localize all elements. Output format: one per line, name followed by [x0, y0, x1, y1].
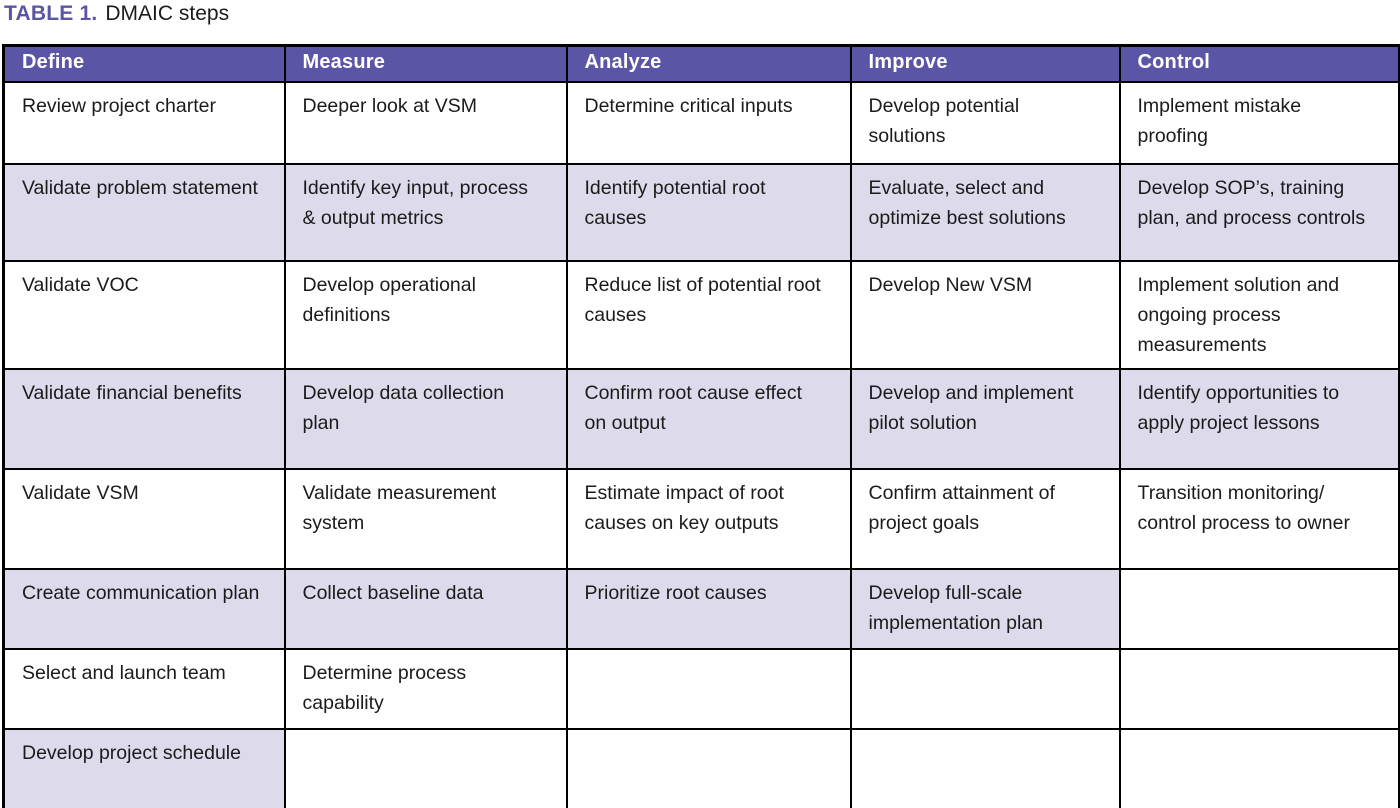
column-header-control: Control: [1118, 44, 1400, 83]
table-row: Select and launch team Determine process …: [2, 647, 1400, 730]
table-cell: [849, 727, 1121, 808]
table-cell: Validate financial benefits: [2, 367, 286, 470]
column-header-measure: Measure: [283, 44, 568, 83]
table-row: Validate VOC Develop operational definiti…: [2, 259, 1400, 370]
table-cell: Develop project schedule: [2, 727, 286, 808]
dmaic-table-body: Review project charter Deeper look at VSM…: [2, 80, 1400, 808]
table-cell: Implement solution and ongoing process m…: [1118, 259, 1400, 370]
column-header-analyze: Analyze: [565, 44, 852, 83]
table-row: Validate financial benefits Develop data …: [2, 367, 1400, 470]
table-cell: Determine critical inputs: [565, 80, 852, 165]
table-cell: Identify potential root causes: [565, 162, 852, 262]
table-cell: Implement mistake proofing: [1118, 80, 1400, 165]
table-number-label: TABLE 1.: [4, 2, 98, 25]
table-cell: [1118, 647, 1400, 730]
table-cell: Validate VSM: [2, 467, 286, 570]
table-cell: Confirm attainment of project goals: [849, 467, 1121, 570]
table-cell: Identify opportunities to apply project …: [1118, 367, 1400, 470]
table-cell: Develop operational definitions: [283, 259, 568, 370]
column-header-improve: Improve: [849, 44, 1121, 83]
table-cell: Validate problem statement: [2, 162, 286, 262]
header-row: Define Measure Analyze Improve Control: [2, 44, 1400, 83]
table-row: Create communication plan Collect baselin…: [2, 567, 1400, 650]
table-cell: Review project charter: [2, 80, 286, 165]
table-row: Review project charter Deeper look at VSM…: [2, 80, 1400, 165]
table-cell: Evaluate, select and optimize best solut…: [849, 162, 1121, 262]
table-cell: [1118, 727, 1400, 808]
table-title: TABLE 1. DMAIC steps: [4, 1, 229, 27]
table-cell: Deeper look at VSM: [283, 80, 568, 165]
table-cell: Select and launch team: [2, 647, 286, 730]
table-cell: Create communication plan: [2, 567, 286, 650]
table-cell: Reduce list of potential root causes: [565, 259, 852, 370]
table-cell: [565, 647, 852, 730]
table-cell: Identify key input, process & output met…: [283, 162, 568, 262]
table-title-text: DMAIC steps: [105, 2, 230, 25]
table-cell: [849, 647, 1121, 730]
table-cell: Develop potential solutions: [849, 80, 1121, 165]
table-row: Develop project schedule: [2, 727, 1400, 808]
table-cell: Determine process capability: [283, 647, 568, 730]
column-header-define: Define: [2, 44, 286, 83]
table-cell: Estimate impact of root causes on key ou…: [565, 467, 852, 570]
table-cell: Develop and implement pilot solution: [849, 367, 1121, 470]
table-cell: Collect baseline data: [283, 567, 568, 650]
dmaic-table: Define Measure Analyze Improve Control R…: [2, 44, 1400, 808]
table-cell: [1118, 567, 1400, 650]
table-cell: Confirm root cause effect on output: [565, 367, 852, 470]
table-cell: Transition monitoring/ control process t…: [1118, 467, 1400, 570]
table-cell: Develop New VSM: [849, 259, 1121, 370]
table-cell: Develop data collection plan: [283, 367, 568, 470]
table-cell: Develop SOP’s, training plan, and proces…: [1118, 162, 1400, 262]
table-cell: Validate VOC: [2, 259, 286, 370]
table-row: Validate VSM Validate measurement system E…: [2, 467, 1400, 570]
table-cell: Prioritize root causes: [565, 567, 852, 650]
table-row: Validate problem statement Identify key i…: [2, 162, 1400, 262]
table-cell: Validate measurement system: [283, 467, 568, 570]
table-cell: [565, 727, 852, 808]
table-cell: [283, 727, 568, 808]
table-cell: Develop full-scale implementation plan: [849, 567, 1121, 650]
